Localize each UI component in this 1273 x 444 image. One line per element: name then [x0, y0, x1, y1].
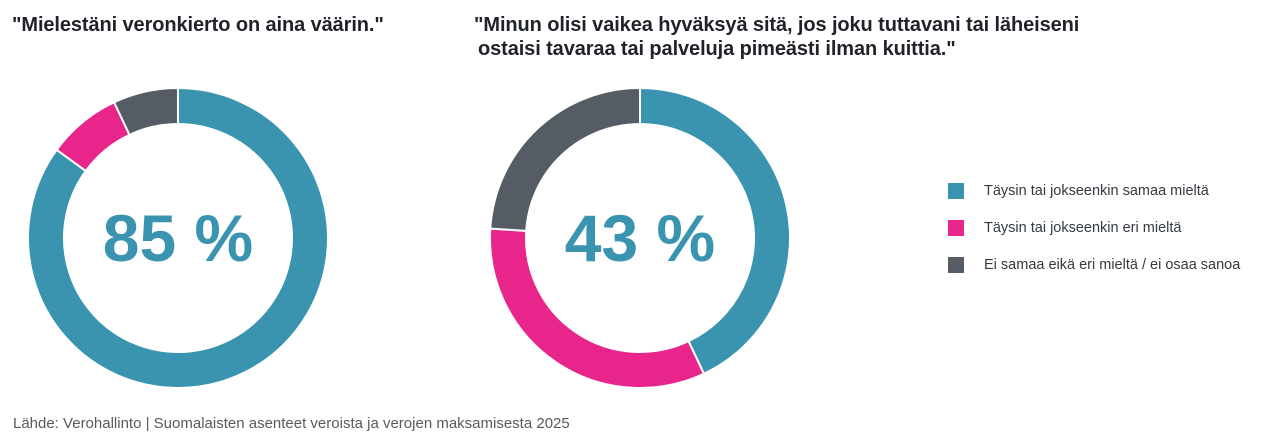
- donut-chart-left: 85 %: [23, 83, 333, 393]
- donut-segment: [639, 86, 791, 376]
- chart-title-right-line1: "Minun olisi vaikea hyväksyä sitä, jos j…: [474, 14, 1080, 36]
- center-value-left: 85 %: [102, 201, 254, 275]
- donut-chart-right: 43 %: [485, 83, 795, 393]
- legend-swatch-agree: [948, 183, 964, 199]
- legend-item-disagree: Täysin tai jokseenkin eri mieltä: [948, 219, 1240, 237]
- donut-graphic: [27, 86, 329, 389]
- legend-item-neutral: Ei samaa eikä eri mieltä / ei osaa sanoa: [948, 256, 1240, 274]
- legend: Täysin tai jokseenkin samaa mieltä Täysi…: [948, 182, 1240, 293]
- chart-title-right: "Minun olisi vaikea hyväksyä sitä, jos j…: [474, 13, 1194, 61]
- source-footer: Lähde: Verohallinto | Suomalaisten asent…: [13, 415, 570, 432]
- donut-graphic: [489, 86, 791, 389]
- chart-title-right-line2: ostaisi tavaraa tai palveluja pimeästi i…: [478, 38, 956, 60]
- legend-swatch-disagree: [948, 220, 964, 236]
- chart-title-left: "Mielestäni veronkierto on aina väärin.": [12, 14, 384, 36]
- legend-label: Täysin tai jokseenkin samaa mieltä: [984, 183, 1209, 199]
- legend-item-agree: Täysin tai jokseenkin samaa mieltä: [948, 182, 1240, 200]
- legend-swatch-neutral: [948, 257, 964, 273]
- donut-segment: [112, 86, 179, 137]
- legend-label: Täysin tai jokseenkin eri mieltä: [984, 220, 1182, 236]
- center-value-right: 43 %: [564, 201, 716, 275]
- legend-label: Ei samaa eikä eri mieltä / ei osaa sanoa: [984, 257, 1241, 273]
- donut-segment: [489, 86, 641, 232]
- donut-segment: [27, 86, 329, 389]
